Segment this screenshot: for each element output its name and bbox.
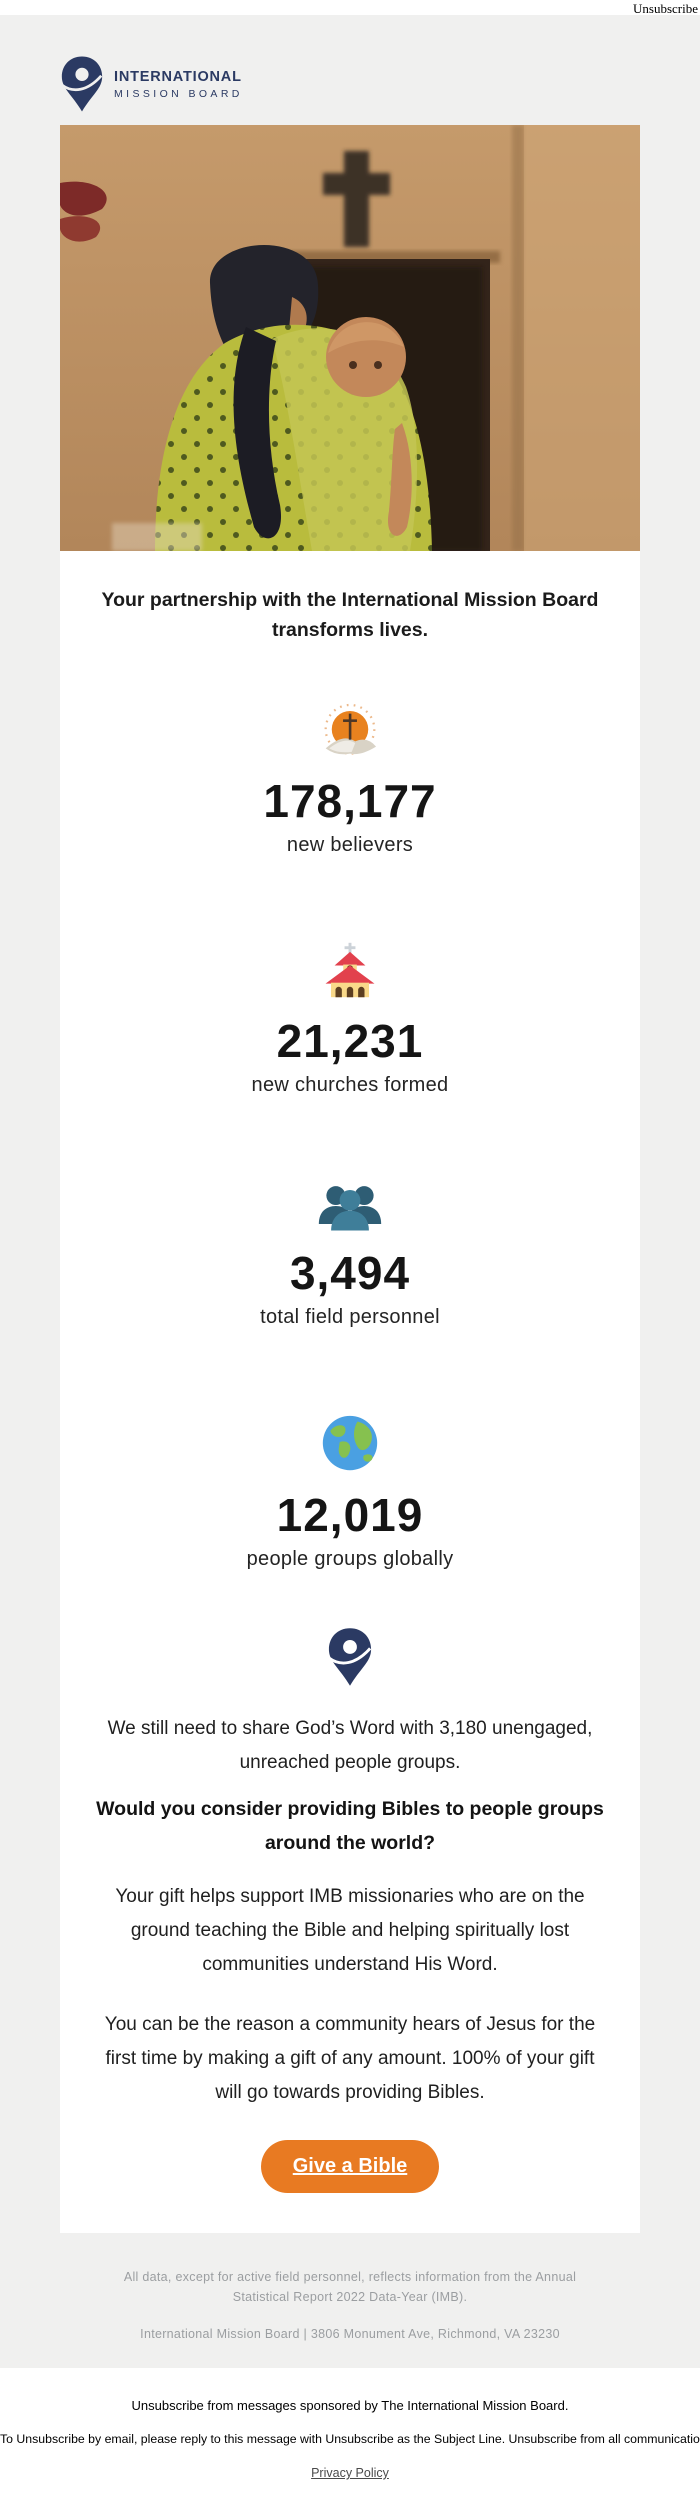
header: INTERNATIONAL MISSION BOARD [0, 15, 700, 113]
stat-value: 21,231 [276, 1015, 424, 1067]
email-background: INTERNATIONAL MISSION BOARD [0, 15, 700, 2368]
logo-wordmark: INTERNATIONAL MISSION BOARD [114, 69, 243, 100]
reply-instructions-line: To Unsubscribe by email, please reply to… [0, 2432, 700, 2446]
appeal-question: Would you consider providing Bibles to p… [96, 1798, 604, 1854]
stat-label: new churches formed [251, 1074, 449, 1096]
church-icon [321, 941, 379, 999]
give-a-bible-button[interactable]: Give a Bible [260, 2140, 440, 2193]
stat-new-believers: 178,177 new believers [60, 645, 640, 857]
appeal-paragraph-2: Your gift helps support IMB missionaries… [115, 1886, 585, 1975]
imb-logo[interactable]: INTERNATIONAL MISSION BOARD [60, 55, 243, 113]
stat-field-personnel: 3,494 total field personnel [60, 1097, 640, 1329]
appeal-paragraph-3: You can be the reason a community hears … [104, 2014, 596, 2103]
logo-line1: INTERNATIONAL [114, 68, 242, 85]
globe-icon [320, 1413, 380, 1473]
stat-value: 3,494 [289, 1247, 411, 1299]
stat-new-churches: 21,231 new churches formed [60, 857, 640, 1097]
sunrise-cross-icon [317, 703, 383, 759]
stat-label: people groups globally [246, 1548, 454, 1570]
content-card: Your partnership with the International … [60, 125, 640, 2233]
cta-container: Give a Bible [60, 2140, 640, 2193]
headline: Your partnership with the International … [101, 589, 599, 641]
top-unsubscribe-link[interactable]: Unsubscribe [633, 1, 698, 16]
stat-value: 12,019 [276, 1489, 424, 1541]
address-line: International Mission Board | 3806 Monum… [140, 2327, 560, 2341]
imb-pin-icon [60, 55, 104, 113]
stat-label: new believers [286, 834, 414, 856]
stat-label: total field personnel [260, 1306, 440, 1328]
logo-line2: MISSION BOARD [114, 87, 243, 100]
compliance-footer: Unsubscribe from messages sponsored by T… [0, 2368, 700, 2496]
appeal-paragraph-1: We still need to share God’s Word with 3… [107, 1718, 593, 1773]
privacy-policy-link[interactable]: Privacy Policy [311, 2466, 389, 2480]
top-strip: Unsubscribe [0, 0, 700, 16]
stat-value: 178,177 [263, 775, 437, 827]
stat-people-groups: 12,019 people groups globally [60, 1329, 640, 1571]
hero-image [60, 125, 640, 551]
sponsor-line: Unsubscribe from messages sponsored by T… [131, 2398, 569, 2413]
people-group-icon [316, 1181, 384, 1231]
data-source-note: All data, except for active field person… [123, 2270, 577, 2304]
imb-pin-icon [60, 1627, 640, 1692]
